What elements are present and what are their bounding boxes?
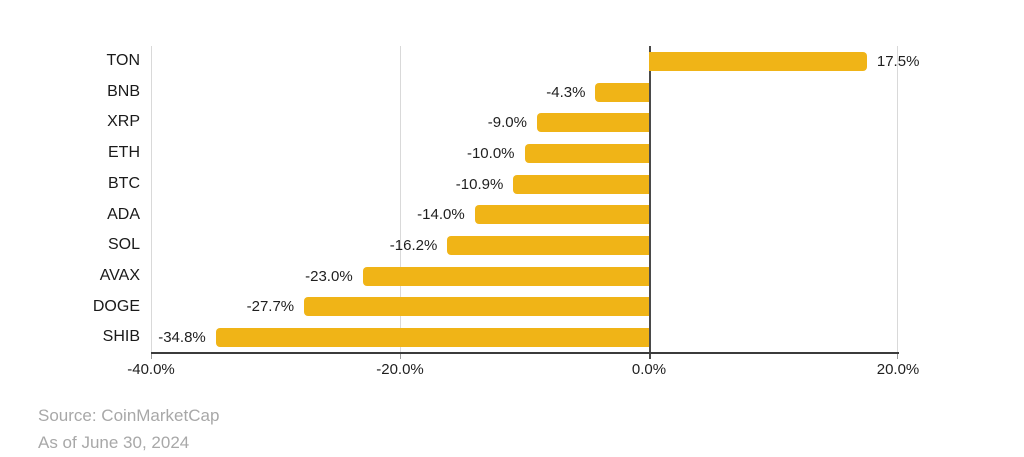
bar-avax xyxy=(362,266,649,286)
gridline xyxy=(897,46,898,353)
x-axis-tick-label: -20.0% xyxy=(376,361,424,378)
bar-eth xyxy=(524,143,649,163)
x-axis-tick-label: -40.0% xyxy=(127,361,175,378)
x-axis-tick-label: 0.0% xyxy=(631,361,667,378)
chart-footer: Source: CoinMarketCap As of June 30, 202… xyxy=(38,402,219,456)
source-text: Source: CoinMarketCap xyxy=(38,406,220,425)
category-label-bnb: BNB xyxy=(107,82,140,100)
value-label-doge: -27.7% xyxy=(246,298,295,316)
x-axis-line xyxy=(151,352,899,354)
category-label-sol: SOL xyxy=(107,236,140,254)
category-label-xrp: XRP xyxy=(107,113,140,131)
bar-ton xyxy=(649,51,867,71)
x-axis-tick-label: 20.0% xyxy=(876,361,920,378)
x-axis-tick xyxy=(897,354,898,359)
x-axis-tick xyxy=(151,354,152,359)
value-label-bnb: -4.3% xyxy=(546,83,586,101)
category-label-shib: SHIB xyxy=(102,328,140,346)
bar-sol xyxy=(447,236,649,256)
x-axis-tick xyxy=(400,354,401,359)
value-label-btc: -10.9% xyxy=(455,175,504,193)
bar-ada xyxy=(474,205,649,225)
value-label-avax: -23.0% xyxy=(305,267,353,285)
category-label-btc: BTC xyxy=(108,174,140,192)
zero-baseline xyxy=(649,46,651,353)
category-label-eth: ETH xyxy=(108,144,140,162)
as-of-date-text: As of June 30, 2024 xyxy=(38,433,190,452)
value-label-sol: -16.2% xyxy=(389,237,438,255)
bar-bnb xyxy=(595,82,649,102)
value-label-ton: 17.5% xyxy=(876,52,920,70)
category-label-doge: DOGE xyxy=(92,297,140,315)
category-label-avax: AVAX xyxy=(99,266,140,284)
bar-shib xyxy=(215,328,649,348)
value-label-eth: -10.0% xyxy=(466,144,515,162)
bar-doge xyxy=(304,297,649,317)
y-axis-category-labels: TON BNB XRP ETH BTC ADA SOL AVAX DOGE SHIB xyxy=(0,46,140,353)
plot-area: 17.5% -4.3% -9.0% -10.0% -10.9% -14.0% -16.2% -… xyxy=(151,46,919,353)
category-label-ada: ADA xyxy=(107,205,140,223)
gridline xyxy=(400,46,401,353)
category-label-ton: TON xyxy=(106,52,140,69)
gridline xyxy=(151,46,152,353)
value-label-shib: -34.8% xyxy=(158,329,206,347)
value-label-ada: -14.0% xyxy=(417,206,465,224)
x-axis-tick xyxy=(649,354,651,359)
value-label-xrp: -9.0% xyxy=(487,114,527,132)
bar-xrp xyxy=(536,113,649,133)
bar-btc xyxy=(513,174,649,194)
